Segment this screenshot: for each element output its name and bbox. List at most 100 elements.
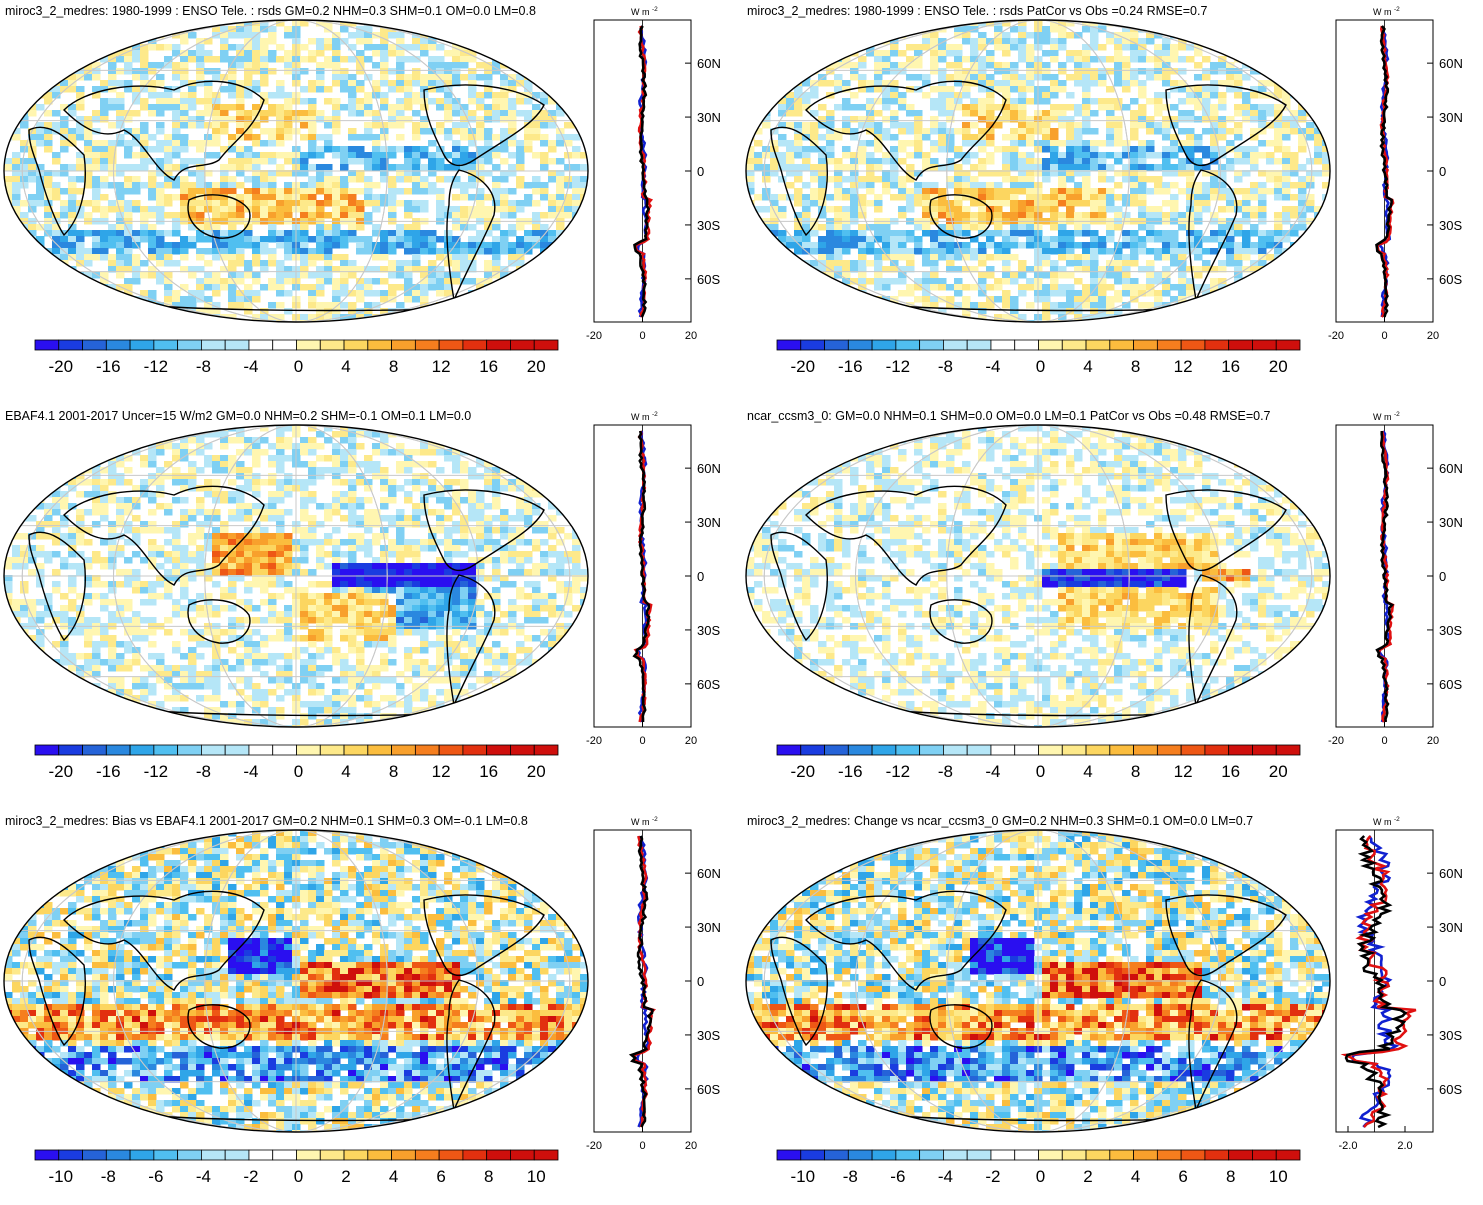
colorbar-tick-label: -10 (48, 1167, 73, 1186)
colorbar-tick-label: 8 (1131, 762, 1140, 781)
profile-x-label: 20 (685, 735, 697, 747)
profile-lat-label: 30S (1439, 218, 1462, 233)
profile-lat-label: 0 (697, 974, 704, 989)
colorbar-tick-label: 16 (1221, 357, 1240, 376)
colorbar-tick-label: -4 (938, 1167, 953, 1186)
colorbar-tick-label: 2 (1083, 1167, 1092, 1186)
colorbar-tick-label: -16 (838, 357, 863, 376)
colorbar-tick-label: -12 (144, 762, 169, 781)
profile-lat-label: 60N (697, 56, 721, 71)
profile-x-label: -20 (586, 330, 602, 342)
colorbar-tick-label: 4 (1083, 357, 1092, 376)
colorbar-tick-label: -8 (101, 1167, 116, 1186)
profile-lat-label: 0 (1439, 974, 1446, 989)
colorbar-tick-label: 0 (294, 1167, 303, 1186)
profile-x-label: 20 (685, 330, 697, 342)
profile-lat-label: 30N (697, 515, 721, 530)
profile-line-diff (634, 431, 649, 722)
profile-lat-label: 60S (697, 1082, 720, 1097)
colorbar-tick-label: -16 (96, 357, 121, 376)
colorbar-tick-label: 20 (1269, 762, 1288, 781)
colorbar-tick-label: -4 (985, 357, 1000, 376)
colorbar-tick-label: 16 (1221, 762, 1240, 781)
profile-x-label: 0 (639, 330, 645, 342)
profile-lat-label: 60N (697, 866, 721, 881)
colorbar-tick-label: 8 (389, 762, 398, 781)
colorbar-tick-label: 4 (341, 762, 350, 781)
profile-lat-label: 60N (697, 461, 721, 476)
map-field (746, 20, 1331, 327)
profile-x-label: 0 (639, 1140, 645, 1152)
colorbar-tick-label: 6 (1178, 1167, 1187, 1186)
colorbar-tick-label: 4 (341, 357, 350, 376)
colorbar-tick-label: -20 (48, 762, 73, 781)
colorbar-tick-label: 4 (389, 1167, 398, 1186)
map-field (4, 830, 589, 1137)
colorbar-tick-label: 4 (1131, 1167, 1140, 1186)
colorbar-tick-label: 0 (294, 762, 303, 781)
map-field (4, 425, 589, 732)
colorbar-tick-label: -12 (886, 762, 911, 781)
profile-units-exponent: -2 (652, 816, 658, 823)
panel-title: miroc3_2_medres: 1980-1999 : ENSO Tele. … (5, 4, 536, 18)
profile-lat-label: 0 (697, 569, 704, 584)
panel-2: miroc3_2_medres: 1980-1999 : ENSO Tele. … (742, 0, 1483, 395)
colorbar-tick-label: 6 (436, 1167, 445, 1186)
profile-x-label: -20 (1328, 735, 1344, 747)
colorbar-tick-label: -10 (790, 1167, 815, 1186)
colorbar-tick-label: -6 (890, 1167, 905, 1186)
colorbar-tick-label: -20 (48, 357, 73, 376)
panel-title: miroc3_2_medres: Bias vs EBAF4.1 2001-20… (5, 814, 528, 828)
profile-line-diff (632, 836, 653, 1127)
colorbar-tick-label: 12 (1174, 357, 1193, 376)
profile-units-exponent: -2 (652, 411, 658, 418)
colorbar-tick-label: -8 (938, 357, 953, 376)
panel-3: EBAF4.1 2001-2017 Uncer=15 W/m2 GM=0.0 N… (0, 405, 741, 800)
panel-4: ncar_ccsm3_0: GM=0.0 NHM=0.1 SHM=0.0 OM=… (742, 405, 1483, 800)
profile-lat-label: 60S (697, 677, 720, 692)
profile-lat-label: 60S (697, 272, 720, 287)
colorbar-tick-label: -2 (985, 1167, 1000, 1186)
profile-x-label: 2.0 (1397, 1140, 1412, 1152)
profile-x-label: -20 (1328, 330, 1344, 342)
colorbar-tick-label: -4 (243, 762, 258, 781)
profile-lat-label: 60S (1439, 1082, 1462, 1097)
colorbar-tick-label: -12 (886, 357, 911, 376)
colorbar-tick-label: 4 (1083, 762, 1092, 781)
colorbar-tick-label: 16 (479, 357, 498, 376)
colorbar-tick-label: 12 (1174, 762, 1193, 781)
colorbar-tick-label: -20 (790, 762, 815, 781)
profile-lat-label: 30S (697, 623, 720, 638)
colorbar-tick-label: 20 (527, 357, 546, 376)
colorbar-tick-label: 8 (1226, 1167, 1235, 1186)
profile-lat-label: 30N (1439, 110, 1463, 125)
colorbar-tick-label: -8 (938, 762, 953, 781)
colorbar-tick-label: 8 (484, 1167, 493, 1186)
profile-lat-label: 60N (1439, 866, 1463, 881)
profile-lat-label: 30N (697, 110, 721, 125)
profile-line-diff (1377, 26, 1392, 317)
colorbar-tick-label: 8 (389, 357, 398, 376)
profile-lat-label: 0 (1439, 164, 1446, 179)
profile-units: W m (1373, 7, 1392, 17)
panel-title: ncar_ccsm3_0: GM=0.0 NHM=0.1 SHM=0.0 OM=… (747, 409, 1271, 423)
profile-lat-label: 30N (1439, 515, 1463, 530)
colorbar-tick-label: -16 (96, 762, 121, 781)
colorbar-tick-label: -2 (243, 1167, 258, 1186)
colorbar-tick-label: 0 (294, 357, 303, 376)
profile-x-label: 0 (1381, 735, 1387, 747)
colorbar-tick-label: 2 (341, 1167, 350, 1186)
colorbar-tick-label: 8 (1131, 357, 1140, 376)
profile-units-exponent: -2 (1394, 816, 1400, 823)
profile-lat-label: 60N (1439, 56, 1463, 71)
colorbar-tick-label: -16 (838, 762, 863, 781)
